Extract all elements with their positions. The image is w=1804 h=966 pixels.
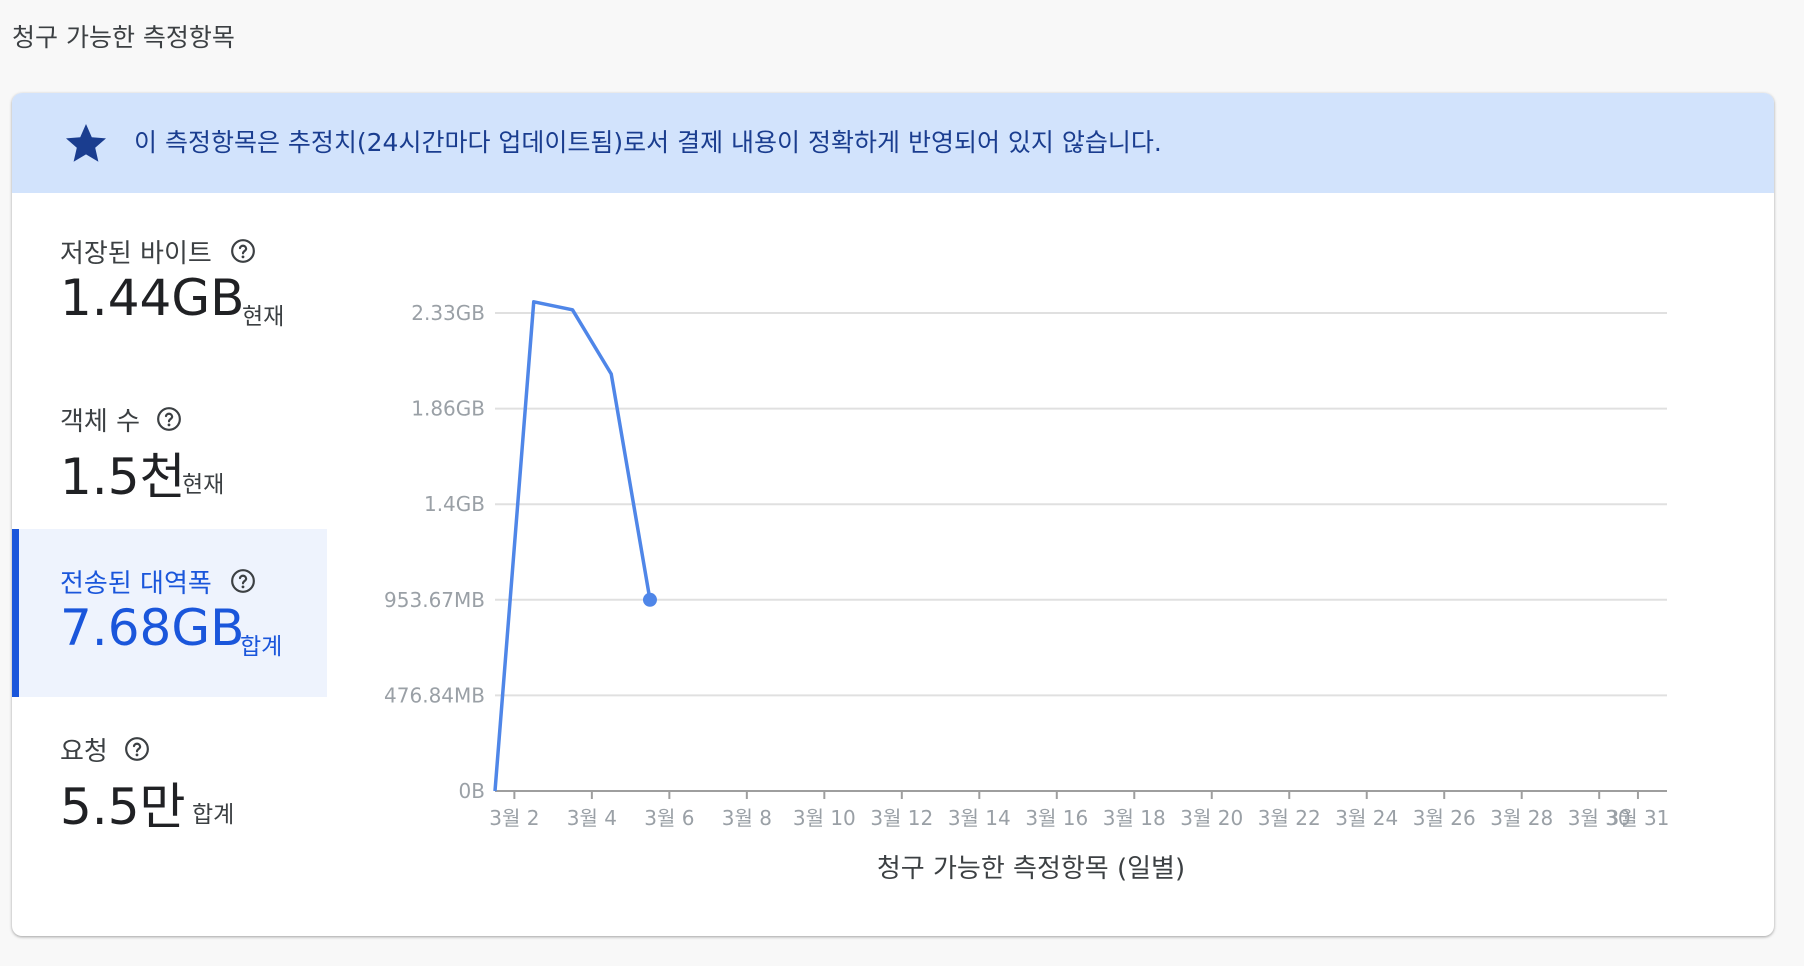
x-tick-label: 3월 2 [489,806,539,830]
metric-value: 1.5천 [60,448,186,506]
x-tick-label: 3월 26 [1413,806,1476,830]
x-tick-label: 3월 28 [1490,806,1553,830]
metric-label: 객체 수 [60,407,141,437]
x-tick-label: 3월 10 [793,806,856,830]
x-axis-title: 청구 가능한 측정항목 (일별) [877,854,1185,884]
star-icon [66,124,106,162]
x-tick-label: 3월 12 [870,806,933,830]
x-tick-label: 3월 14 [948,806,1011,830]
metric-requests[interactable]: 요청 5.5만 합계 [12,697,327,865]
metric-label: 요청 [60,737,108,767]
selection-indicator [12,529,19,697]
metric-value: 1.44GB [60,269,245,327]
metric-label: 전송된 대역폭 [60,569,212,599]
y-tick-label: 476.84MB [384,683,485,707]
series-line [493,300,652,792]
metric-value: 5.5만 [60,778,186,836]
metric-unit: 현재 [242,304,285,330]
metric-unit: 합계 [192,802,235,828]
billable-metrics-card: 이 측정항목은 추정치(24시간마다 업데이트됨)로서 결제 내용이 정확하게 … [12,93,1774,936]
bandwidth-line-chart: 0B 476.84MB 953.67MB 1.4GB 1.86GB 2.33GB 3월 2 3… [384,300,1669,884]
metric-value: 7.68GB [60,599,245,657]
metric-bandwidth-sent[interactable]: 전송된 대역폭 7.68GB 합계 [12,529,327,697]
help-icon[interactable] [156,406,182,432]
metric-unit: 합계 [240,634,283,660]
x-tick-label: 3월 18 [1103,806,1166,830]
x-tick-label: 3월 16 [1025,806,1088,830]
last-data-point [642,592,657,607]
y-tick-label: 1.86GB [411,397,485,421]
x-tick-label: 3월 8 [722,806,772,830]
help-icon[interactable] [124,736,150,762]
x-tick-label: 3월 22 [1258,806,1321,830]
metric-label: 저장된 바이트 [60,239,212,269]
estimate-info-banner: 이 측정항목은 추정치(24시간마다 업데이트됨)로서 결제 내용이 정확하게 … [12,93,1774,193]
x-tick-label: 3월 30 [1568,806,1631,830]
metric-unit: 현재 [182,472,225,498]
banner-text: 이 측정항목은 추정치(24시간마다 업데이트됨)로서 결제 내용이 정확하게 … [134,128,1162,157]
y-tick-label: 1.4GB [424,492,485,516]
x-tick-label: 3월 31 [1606,806,1669,830]
x-tick-label: 3월 24 [1335,806,1398,830]
help-icon[interactable] [230,568,256,594]
metric-object-count[interactable]: 객체 수 1.5천 현재 [12,367,327,535]
y-tick-label: 2.33GB [411,301,485,325]
help-icon[interactable] [230,238,256,264]
metric-stored-bytes[interactable]: 저장된 바이트 1.44GB 현재 [12,199,327,367]
x-tick-label: 3월 4 [567,806,617,830]
y-tick-label: 953.67MB [384,588,485,612]
x-tick-label: 3월 6 [644,806,694,830]
y-tick-label: 0B [459,779,485,803]
page-title: 청구 가능한 측정항목 [12,23,235,52]
x-tick-label: 3월 20 [1180,806,1243,830]
